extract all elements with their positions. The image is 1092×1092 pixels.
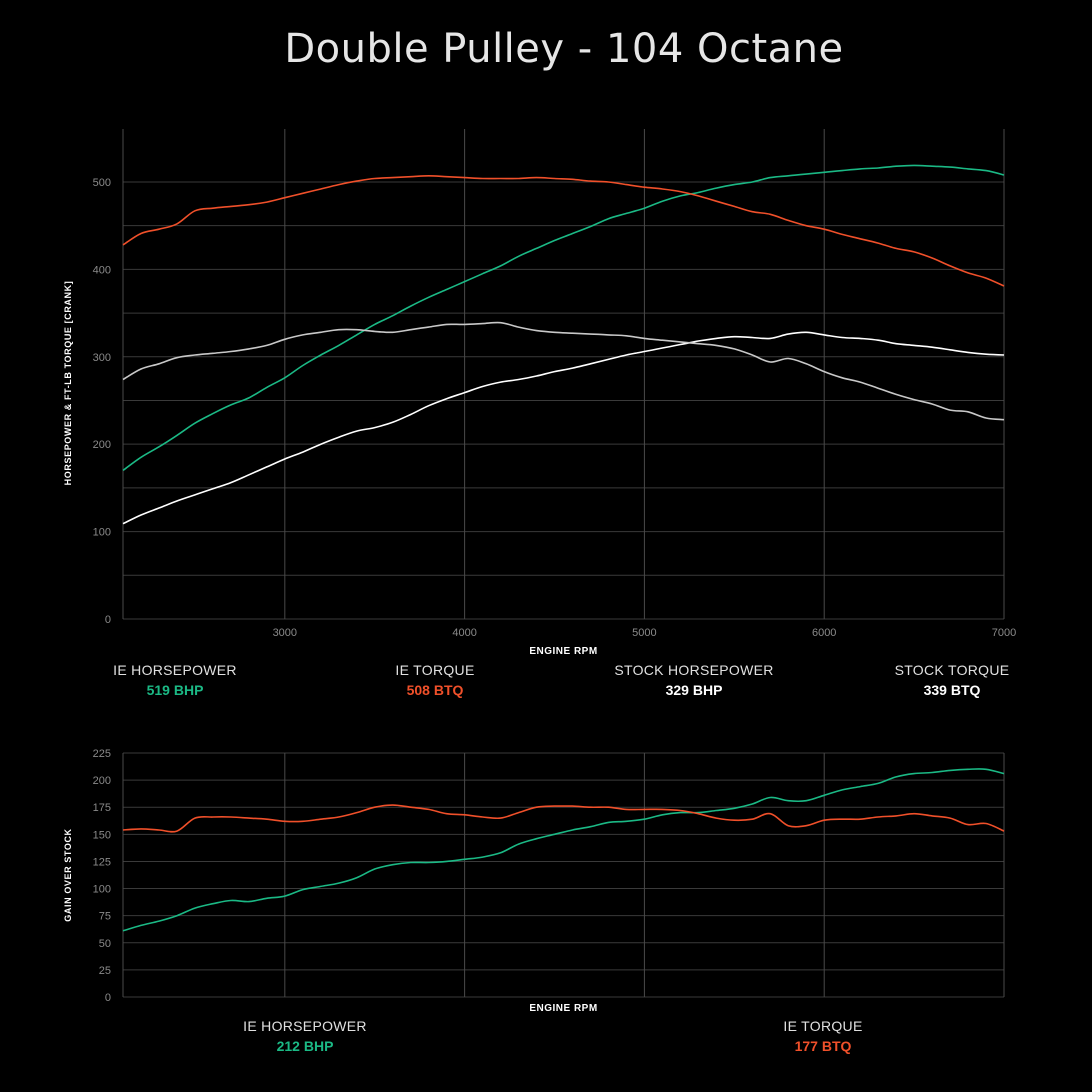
legend-value: 508 BTQ xyxy=(406,682,464,698)
y-tick-label: 125 xyxy=(93,856,111,868)
legend-ie-horsepower: IE HORSEPOWER 519 BHP xyxy=(100,662,250,698)
y-axis-label: GAIN OVER STOCK xyxy=(63,828,73,921)
series-line-ie-torque xyxy=(122,175,1005,287)
legend-label: IE TORQUE xyxy=(395,662,475,678)
gain-legend-ie-horsepower: IE HORSEPOWER 212 BHP xyxy=(230,1018,380,1054)
series-line-ie-torque xyxy=(122,804,1005,833)
legend-value: 212 BHP xyxy=(276,1038,334,1054)
gain-legend-ie-torque: IE TORQUE 177 BTQ xyxy=(748,1018,898,1054)
series-line-ie-horsepower xyxy=(122,768,1005,932)
x-tick-label: 7000 xyxy=(992,627,1016,639)
legend-label: IE HORSEPOWER xyxy=(243,1018,367,1034)
legend-value: 177 BTQ xyxy=(794,1038,852,1054)
bottom-gain-chart: 0 25 50 75 100 125 150 175 200 225 ENGINE RPM GAIN … xyxy=(63,748,1005,1014)
chart-title: Double Pulley - 104 Octane xyxy=(284,26,844,72)
y-tick-label: 150 xyxy=(93,829,111,841)
y-tick-label: 500 xyxy=(93,177,111,189)
legend-stock-horsepower: STOCK HORSEPOWER 329 BHP xyxy=(604,662,784,698)
y-tick-label: 400 xyxy=(93,264,111,276)
legend-stock-torque: STOCK TORQUE 339 BTQ xyxy=(882,662,1022,698)
y-tick-label: 200 xyxy=(93,775,111,787)
y-tick-label: 100 xyxy=(93,884,111,896)
legend-value: 329 BHP xyxy=(665,682,723,698)
y-tick-label: 300 xyxy=(93,352,111,364)
y-tick-label: 175 xyxy=(93,802,111,814)
legend-value: 339 BTQ xyxy=(923,682,981,698)
legend-label: STOCK HORSEPOWER xyxy=(614,662,774,678)
series-line-ie-horsepower xyxy=(122,164,1005,472)
legend-value: 519 BHP xyxy=(146,682,204,698)
y-tick-label: 0 xyxy=(105,614,111,626)
x-tick-label: 3000 xyxy=(273,627,297,639)
y-axis-label: HORSEPOWER & FT-LB TORQUE [CRANK] xyxy=(63,281,73,486)
series-line-stock-torque xyxy=(122,321,1005,421)
y-tick-label: 225 xyxy=(93,748,111,760)
legend-ie-torque: IE TORQUE 508 BTQ xyxy=(360,662,510,698)
y-tick-label: 200 xyxy=(93,439,111,451)
x-axis-label: ENGINE RPM xyxy=(529,1003,597,1014)
series-line-stock-horsepower xyxy=(122,331,1005,525)
x-tick-label: 5000 xyxy=(632,627,656,639)
x-tick-label: 6000 xyxy=(812,627,836,639)
y-tick-label: 50 xyxy=(99,938,111,950)
legend-label: STOCK TORQUE xyxy=(894,662,1010,678)
x-axis-label: ENGINE RPM xyxy=(529,646,597,657)
y-tick-label: 0 xyxy=(105,992,111,1004)
top-dyno-chart: 0 100 200 300 400 500 3000 4000 5000 6000 7000 ENGI… xyxy=(63,129,1016,657)
y-tick-label: 100 xyxy=(93,527,111,539)
y-tick-label: 25 xyxy=(99,965,111,977)
x-tick-label: 4000 xyxy=(452,627,476,639)
legend-label: IE TORQUE xyxy=(783,1018,863,1034)
legend-label: IE HORSEPOWER xyxy=(113,662,237,678)
y-tick-label: 75 xyxy=(99,911,111,923)
